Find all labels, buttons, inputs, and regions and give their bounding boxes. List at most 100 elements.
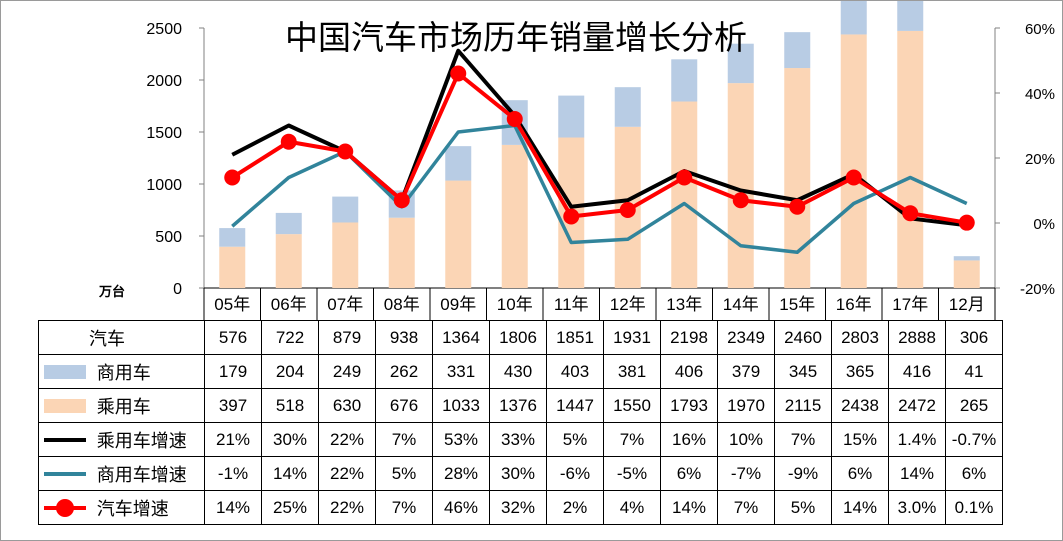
table-row-commercial: 商用车 179 204 249 262 331 430 403 381 406 379 345 365… bbox=[38, 354, 1003, 389]
table-cell: 2% bbox=[546, 490, 604, 525]
table-cell: 630 bbox=[318, 388, 376, 423]
table-cell: 0.1% bbox=[945, 490, 1003, 525]
bar-passenger bbox=[671, 101, 698, 288]
bar-commercial bbox=[275, 212, 302, 235]
bar-passenger bbox=[501, 144, 528, 288]
y-axis-unit-label: 万台 bbox=[99, 285, 126, 300]
marker-total-growth bbox=[393, 192, 410, 209]
row-label-passenger: 乘用车 bbox=[38, 388, 205, 423]
x-tick-label: 05年 bbox=[214, 295, 250, 314]
right-tick-label: 0% bbox=[1033, 216, 1055, 233]
table-cell: -5% bbox=[603, 456, 661, 491]
table-cell: 345 bbox=[774, 354, 832, 389]
bar-commercial bbox=[332, 196, 359, 223]
blue-bar-swatch-icon bbox=[44, 364, 86, 379]
table-cell: 381 bbox=[603, 354, 661, 389]
table-cell: 7% bbox=[603, 422, 661, 457]
bar-passenger bbox=[953, 260, 980, 288]
table-cell: 30% bbox=[261, 422, 319, 457]
table-cell: 7% bbox=[717, 490, 775, 525]
table-cell: 5% bbox=[546, 422, 604, 457]
bar-commercial bbox=[784, 32, 811, 69]
table-cell: 1.4% bbox=[888, 422, 946, 457]
table-cell: 403 bbox=[546, 354, 604, 389]
table-cell: 14% bbox=[660, 490, 718, 525]
table-row-passenger: 乘用车 397 518 630 676 1033 1376 1447 1550 1793 1970… bbox=[38, 388, 1003, 423]
right-tick-label: 40% bbox=[1025, 86, 1055, 103]
marker-total-growth bbox=[845, 169, 862, 186]
table-cell: 30% bbox=[489, 456, 547, 491]
table-cell: 46% bbox=[432, 490, 490, 525]
table-cell: 1970 bbox=[717, 388, 775, 423]
marker-total-growth bbox=[450, 65, 467, 82]
bar-commercial bbox=[558, 95, 585, 138]
table-cell: 379 bbox=[717, 354, 775, 389]
bar-commercial bbox=[614, 87, 641, 127]
combo-chart: 0 500 1000 1500 2000 2500 -20% 0% 20% 40% 60% 05年 06… bbox=[146, 1, 1055, 320]
table-cell: 6% bbox=[945, 456, 1003, 491]
table-cell: 204 bbox=[261, 354, 319, 389]
table-cell: 306 bbox=[945, 320, 1003, 355]
table-cell: 518 bbox=[261, 388, 319, 423]
table-row-passenger-growth: 乘用车增速 21% 30% 22% 7% 53% 33% 5% 7% 16% 10% 7% 15% 1.… bbox=[38, 422, 1003, 457]
chart-title: 中国汽车市场历年销量增长分析 bbox=[285, 18, 747, 57]
table-cell: 2349 bbox=[717, 320, 775, 355]
bar-passenger bbox=[784, 68, 811, 288]
x-tick-label: 11年 bbox=[554, 295, 589, 314]
table-cell: 416 bbox=[888, 354, 946, 389]
table-cell: 1550 bbox=[603, 388, 661, 423]
table-cell: 14% bbox=[831, 490, 889, 525]
table-cell: 676 bbox=[375, 388, 433, 423]
table-cell: 2460 bbox=[774, 320, 832, 355]
x-tick-label: 17年 bbox=[892, 295, 928, 314]
bar-passenger bbox=[388, 217, 415, 288]
table-cell: 576 bbox=[204, 320, 262, 355]
left-tick-label: 1500 bbox=[146, 125, 182, 142]
table-row-commercial-growth: 商用车增速 -1% 14% 22% 5% 28% 30% -6% -5% 6% -7% -9% 6% 1… bbox=[38, 456, 1003, 491]
marker-total-growth bbox=[506, 111, 523, 127]
marker-total-growth bbox=[337, 143, 354, 160]
table-cell: 722 bbox=[261, 320, 319, 355]
table-cell: 365 bbox=[831, 354, 889, 389]
marker-total-growth bbox=[732, 192, 749, 209]
table-cell: -0.7% bbox=[945, 422, 1003, 457]
bar-commercial bbox=[953, 256, 980, 261]
x-tick-label: 14年 bbox=[723, 295, 759, 314]
line-total-growth bbox=[231, 71, 968, 225]
table-cell: 14% bbox=[888, 456, 946, 491]
table-cell: 1364 bbox=[432, 320, 490, 355]
left-tick-label: 2500 bbox=[146, 21, 182, 38]
table-cell: 3.0% bbox=[888, 490, 946, 525]
marker-total-growth bbox=[619, 202, 636, 218]
table-cell: 1793 bbox=[660, 388, 718, 423]
x-tick-label: 09年 bbox=[440, 295, 476, 314]
table-cell: 1376 bbox=[489, 388, 547, 423]
left-tick-label: 1000 bbox=[146, 177, 182, 194]
table-cell: 1806 bbox=[489, 320, 547, 355]
row-label-commercial: 商用车 bbox=[38, 354, 205, 389]
table-cell: 5% bbox=[375, 456, 433, 491]
marker-total-growth bbox=[280, 133, 297, 150]
bar-commercial bbox=[219, 228, 246, 247]
bar-passenger bbox=[897, 30, 924, 289]
right-tick-label: 60% bbox=[1025, 21, 1055, 38]
left-tick-label: 500 bbox=[155, 229, 182, 246]
row-label-passenger-growth: 乘用车增速 bbox=[38, 422, 205, 457]
table-row-total: 汽车 576 722 879 938 1364 1806 1851 1931 2198 2349 2… bbox=[38, 320, 1003, 355]
x-tick-label: 12月 bbox=[949, 295, 985, 314]
x-tick-label: 08年 bbox=[384, 295, 420, 314]
table-cell: -7% bbox=[717, 456, 775, 491]
bar-passenger bbox=[840, 34, 867, 289]
row-label-commercial-growth: 商用车增速 bbox=[38, 456, 205, 491]
x-tick-label: 16年 bbox=[836, 295, 872, 314]
table-cell: 1033 bbox=[432, 388, 490, 423]
table-cell: 2888 bbox=[888, 320, 946, 355]
table-cell: 22% bbox=[318, 456, 376, 491]
table-cell: 16% bbox=[660, 422, 718, 457]
table-cell: 1851 bbox=[546, 320, 604, 355]
table-cell: 2472 bbox=[888, 388, 946, 423]
bar-commercial bbox=[727, 43, 754, 84]
table-cell: 21% bbox=[204, 422, 262, 457]
table-cell: 2438 bbox=[831, 388, 889, 423]
table-cell: 1931 bbox=[603, 320, 661, 355]
